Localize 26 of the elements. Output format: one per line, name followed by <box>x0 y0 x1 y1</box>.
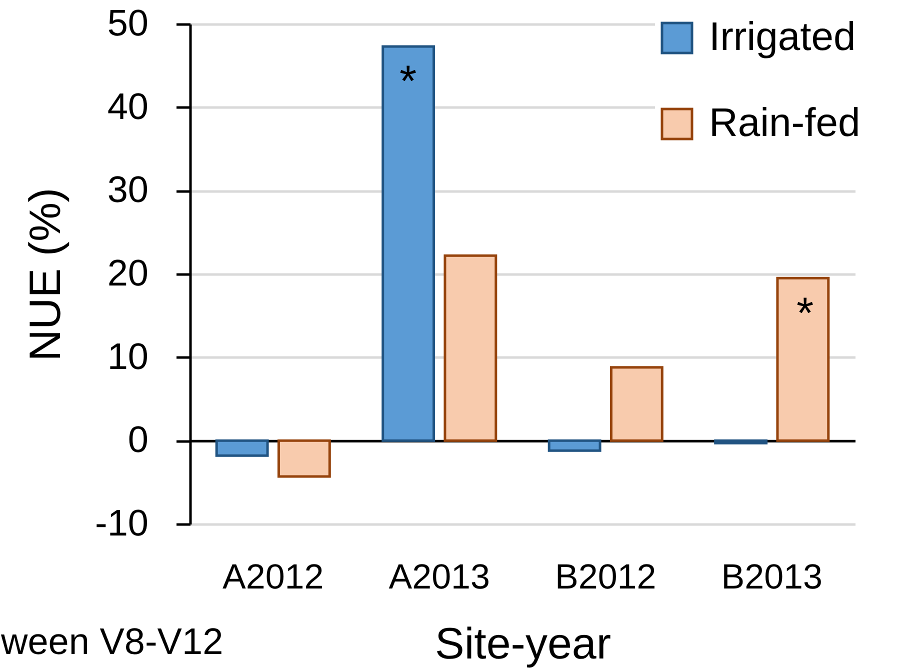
text: ween V8-V12 <box>1 621 224 663</box>
y-tick-label: 50 <box>107 2 148 44</box>
bar <box>215 439 269 457</box>
x-tick-label: B2012 <box>555 558 656 596</box>
annotation: * <box>796 289 814 338</box>
annotation: * <box>399 57 417 106</box>
bar <box>277 439 331 478</box>
x-tick-label: A2013 <box>388 558 490 596</box>
bar <box>382 45 436 442</box>
bar <box>714 439 768 444</box>
x-tick-label: B2013 <box>721 558 822 596</box>
bar <box>610 366 664 442</box>
x-tick-label: A2012 <box>222 558 324 596</box>
legend-label: Rain-fed <box>709 101 860 145</box>
x-axis-title: Site-year <box>434 620 612 668</box>
y-tick-label: 10 <box>107 336 148 377</box>
y-tick-label: 40 <box>107 86 148 127</box>
bar <box>444 254 498 442</box>
legend-label: Irrigated <box>709 15 856 59</box>
y-tick-label: 30 <box>107 169 148 210</box>
y-tick-label: 0 <box>128 419 148 460</box>
bar <box>548 439 602 452</box>
y-tick-label: -10 <box>95 502 148 544</box>
y-tick-label: 20 <box>107 252 148 294</box>
bar <box>776 276 830 442</box>
y-axis-title: NUE (%) <box>21 188 70 362</box>
